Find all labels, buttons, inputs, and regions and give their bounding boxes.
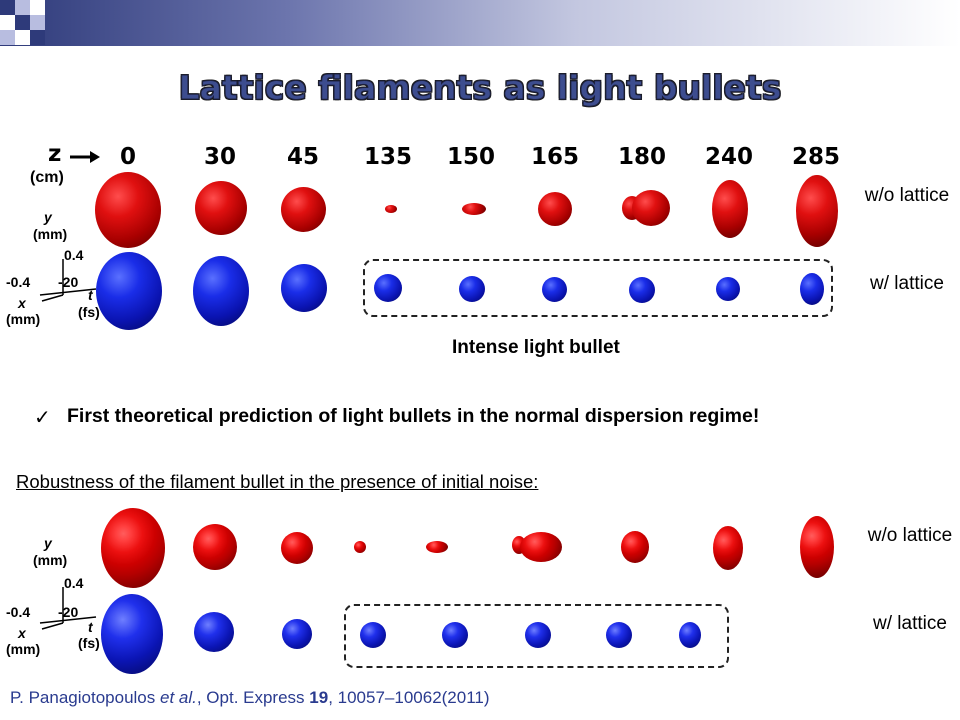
checkmark-icon: ✓ xyxy=(34,407,51,429)
decorative-square xyxy=(30,30,45,45)
noisy-pulse-with-lattice xyxy=(679,622,701,648)
x-tick-label: -0.4 xyxy=(6,274,31,290)
citation-journal: , Opt. Express xyxy=(196,688,310,707)
pulse-without-lattice xyxy=(538,192,572,226)
y-axis-unit: (mm) xyxy=(33,226,68,242)
y-axis-label: y xyxy=(44,209,52,225)
pulse-with-lattice xyxy=(459,276,485,302)
noisy-pulse-without-lattice xyxy=(621,531,649,563)
citation-etal: et al. xyxy=(159,688,197,707)
pulse-with-lattice xyxy=(542,277,567,302)
decorative-square xyxy=(0,0,15,15)
pulse-without-lattice xyxy=(385,205,397,213)
pulse-without-lattice xyxy=(712,180,748,238)
t-axis-unit: (fs) xyxy=(78,304,100,320)
noisy-pulse-without-lattice xyxy=(101,508,165,588)
y-tick-label: 0.4 xyxy=(64,247,84,263)
x-axis-label: x xyxy=(18,295,26,311)
pulse-without-lattice xyxy=(632,190,670,226)
decorative-square xyxy=(30,0,45,15)
z-position-label: 240 xyxy=(704,144,753,170)
pulse-without-lattice xyxy=(195,181,247,235)
citation-pages: , 10057–10062(2011) xyxy=(328,688,490,707)
pulse-with-lattice xyxy=(629,277,655,303)
decorative-square xyxy=(15,30,30,45)
x-axis-unit: (mm) xyxy=(6,311,41,327)
z-unit: (cm) xyxy=(30,169,64,186)
row-label-without-lattice: w/o lattice xyxy=(867,525,953,546)
row-label-with-lattice: w/ lattice xyxy=(873,613,947,634)
noisy-pulse-without-lattice xyxy=(281,532,313,564)
decorative-square xyxy=(15,0,30,15)
noisy-light-bullet-highlight-box xyxy=(344,604,729,668)
noisy-pulse-with-lattice xyxy=(360,622,386,648)
decorative-square xyxy=(15,15,30,30)
header-bar xyxy=(0,0,960,46)
pulse-with-lattice xyxy=(96,252,162,330)
noisy-pulse-with-lattice xyxy=(101,594,163,674)
noisy-pulse-without-lattice xyxy=(520,532,562,562)
noisy-pulse-without-lattice xyxy=(800,516,834,578)
y-axis-label: y xyxy=(44,535,52,551)
pulse-without-lattice xyxy=(796,175,838,247)
y-tick-label: 0.4 xyxy=(64,575,84,591)
light-bullet-caption: Intense light bullet xyxy=(452,337,620,358)
decorative-square xyxy=(0,30,15,45)
z-position-label: 180 xyxy=(617,144,666,170)
light-bullet-highlight-box xyxy=(363,259,833,317)
pulse-with-lattice xyxy=(193,256,249,326)
z-position-label: 135 xyxy=(363,144,412,170)
axes-triad-icon xyxy=(28,583,98,633)
axes-triad-icon xyxy=(28,255,98,305)
decorative-square xyxy=(0,15,15,30)
citation-authors: P. Panagiotopoulos xyxy=(10,688,160,707)
t-axis-label: t xyxy=(88,619,93,635)
row-label-with-lattice: w/ lattice xyxy=(870,273,944,294)
z-position-label: 0 xyxy=(119,144,136,170)
row-label-without-lattice: w/o lattice xyxy=(864,185,950,206)
decorative-square xyxy=(30,15,45,30)
noisy-pulse-with-lattice xyxy=(194,612,234,652)
noisy-pulse-with-lattice xyxy=(606,622,632,648)
citation: P. Panagiotopoulos et al., Opt. Express … xyxy=(10,688,490,708)
noisy-pulse-without-lattice xyxy=(354,541,366,553)
t-axis-label: t xyxy=(88,287,93,303)
x-axis-label: x xyxy=(18,625,26,641)
pulse-with-lattice xyxy=(800,273,824,305)
citation-volume: 19 xyxy=(309,688,329,707)
pulse-without-lattice xyxy=(95,172,161,248)
pulse-without-lattice xyxy=(281,187,326,232)
t-axis-unit: (fs) xyxy=(78,635,100,651)
pulse-without-lattice xyxy=(462,203,486,215)
noisy-pulse-with-lattice xyxy=(442,622,468,648)
robustness-heading: Robustness of the filament bullet in the… xyxy=(16,471,539,492)
pulse-with-lattice xyxy=(716,277,740,301)
pulse-with-lattice xyxy=(374,274,402,302)
noisy-pulse-without-lattice xyxy=(193,524,237,570)
y-axis-unit: (mm) xyxy=(33,552,68,568)
slide-title: Lattice filaments as light bullets xyxy=(178,68,782,108)
z-position-label: 45 xyxy=(286,144,319,170)
noisy-pulse-with-lattice xyxy=(282,619,312,649)
z-arrow-icon xyxy=(70,150,100,163)
key-claim: First theoretical prediction of light bu… xyxy=(67,405,760,427)
z-position-label: 285 xyxy=(791,144,840,170)
pulse-with-lattice xyxy=(281,264,327,312)
noisy-pulse-without-lattice xyxy=(713,526,743,570)
z-axis-symbol: z xyxy=(48,141,62,167)
z-position-label: 165 xyxy=(530,144,579,170)
x-axis-unit: (mm) xyxy=(6,641,41,657)
z-position-label: 30 xyxy=(203,144,236,170)
noisy-pulse-without-lattice xyxy=(426,541,448,553)
x-tick-label: -0.4 xyxy=(6,604,31,620)
noisy-pulse-with-lattice xyxy=(525,622,551,648)
z-position-label: 150 xyxy=(446,144,495,170)
